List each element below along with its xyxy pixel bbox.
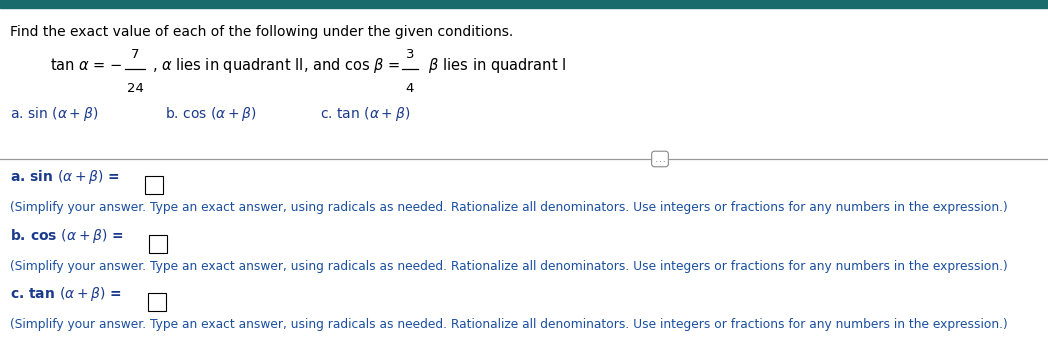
Text: 3: 3 <box>406 48 414 61</box>
Bar <box>148 293 166 311</box>
Text: …: … <box>654 154 665 164</box>
Text: b. cos $(\alpha+\beta)$ =: b. cos $(\alpha+\beta)$ = <box>10 227 125 245</box>
Text: 4: 4 <box>406 82 414 95</box>
Text: Find the exact value of each of the following under the given conditions.: Find the exact value of each of the foll… <box>10 25 514 39</box>
Text: a. sin $(\alpha+\beta)$ =: a. sin $(\alpha+\beta)$ = <box>10 168 122 186</box>
Text: c. tan $(\alpha+\beta)$ =: c. tan $(\alpha+\beta)$ = <box>10 285 124 303</box>
Bar <box>0 0 1048 8</box>
Text: b. cos $(\alpha+\beta)$: b. cos $(\alpha+\beta)$ <box>165 105 257 123</box>
Text: 7: 7 <box>131 48 139 61</box>
Text: tan $\alpha$ = $-$: tan $\alpha$ = $-$ <box>50 57 123 73</box>
Text: (Simplify your answer. Type an exact answer, using radicals as needed. Rationali: (Simplify your answer. Type an exact ans… <box>10 318 1008 331</box>
Text: 24: 24 <box>127 82 144 95</box>
Text: $\beta$ lies in quadrant I: $\beta$ lies in quadrant I <box>424 56 566 75</box>
Text: (Simplify your answer. Type an exact answer, using radicals as needed. Rationali: (Simplify your answer. Type an exact ans… <box>10 201 1008 214</box>
Text: a. sin $(\alpha+\beta)$: a. sin $(\alpha+\beta)$ <box>10 105 99 123</box>
Bar <box>145 176 163 194</box>
Text: (Simplify your answer. Type an exact answer, using radicals as needed. Rationali: (Simplify your answer. Type an exact ans… <box>10 260 1008 273</box>
Text: , $\alpha$ lies in quadrant II, and cos $\beta$ =: , $\alpha$ lies in quadrant II, and cos … <box>152 56 400 75</box>
Text: c. tan $(\alpha+\beta)$: c. tan $(\alpha+\beta)$ <box>320 105 410 123</box>
Bar <box>149 235 167 253</box>
